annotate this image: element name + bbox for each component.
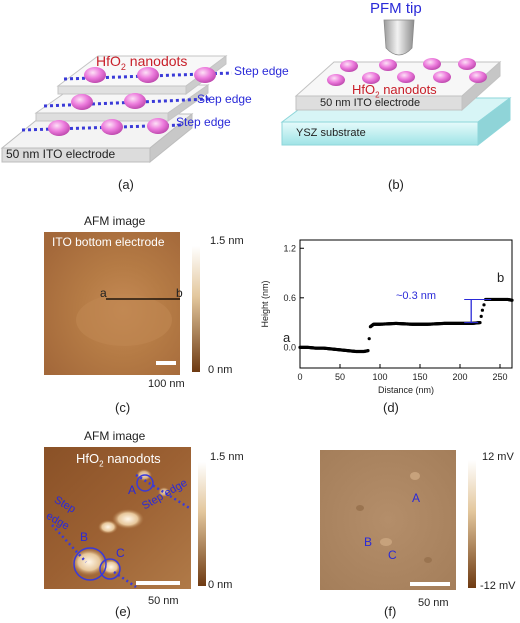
panel-a-schematic — [0, 19, 512, 164]
panel-f-scalebar-label: 50 nm — [418, 597, 449, 609]
panel-c-scalebar-label: 100 nm — [148, 378, 185, 390]
panel-b-substrate-label: YSZ substrate — [296, 127, 366, 139]
panel-e-afm-image — [44, 447, 206, 589]
panel-e-label-c: C — [116, 546, 125, 560]
data-point — [510, 298, 514, 302]
panel-e-label-b: B — [80, 530, 89, 544]
x-tick-label: 150 — [412, 372, 427, 382]
data-point — [367, 337, 371, 341]
data-point — [479, 314, 483, 318]
panel-f-label-c: C — [388, 548, 397, 562]
y-tick-label: 0.0 — [283, 342, 296, 352]
panel-f-caption: (f) — [384, 604, 397, 619]
panel-b-tip-label: PFM tip — [370, 0, 422, 17]
panel-c-afm-image — [44, 232, 200, 375]
x-axis-label: Distance (nm) — [378, 385, 434, 395]
panel-e-scalebar-label: 50 nm — [148, 595, 179, 607]
panel-a-nanodots-label: HfO2 nanodots — [96, 53, 188, 72]
panel-a-step-edge-label-3: Step edge — [176, 115, 231, 129]
panel-a-step-edge-label-2: Step edge — [197, 92, 252, 106]
panel-c-scale-top: 1.5 nm — [210, 235, 244, 247]
panel-c-scale-bottom: 0 nm — [208, 364, 233, 376]
data-point — [482, 303, 486, 307]
y-axis-label: Height (nm) — [260, 280, 270, 327]
data-point — [366, 349, 370, 353]
panel-e-title: AFM image — [84, 429, 146, 443]
plot-frame — [299, 239, 513, 369]
panel-a-step-edge-label-1: Step edge — [234, 64, 289, 78]
panel-e-scale-bottom: 0 nm — [208, 579, 233, 591]
panel-c-overlay: ITO bottom electrode — [52, 235, 165, 249]
x-tick-label: 250 — [492, 372, 507, 382]
data-point — [480, 308, 484, 312]
panel-c-caption: (c) — [115, 400, 131, 415]
panel-c-point-a: a — [100, 286, 107, 300]
panel-e-scale-top: 1.5 nm — [210, 451, 244, 463]
data-point — [478, 320, 482, 325]
panel-e-label-a: A — [128, 483, 137, 497]
panel-d-point-b: b — [497, 270, 505, 285]
x-tick-label: 50 — [335, 372, 345, 382]
panel-e-caption: (e) — [115, 604, 131, 619]
nanodots-a — [48, 67, 216, 136]
y-tick-label: 1.2 — [283, 243, 296, 253]
panel-d-height-profile-chart: 0 50 100 150 200 250 0.0 0.6 1.2 Distance (nm) Hei… — [260, 239, 514, 395]
panel-a-caption: (a) — [118, 177, 134, 192]
panel-b-electrode-label: 50 nm ITO electrode — [320, 97, 421, 109]
panel-f-pfm-image — [320, 450, 476, 590]
panel-f-scale-top: 12 mV — [482, 451, 514, 463]
panel-d-annotation: ~0.3 nm — [396, 290, 437, 302]
panel-d-caption: (d) — [383, 400, 399, 415]
x-tick-label: 200 — [452, 372, 467, 382]
pfm-tip — [383, 19, 415, 56]
panel-d-point-a: a — [283, 330, 291, 345]
panel-b-caption: (b) — [388, 177, 404, 192]
panel-e-overlay: HfO2 nanodots — [76, 451, 161, 469]
x-tick-label: 0 — [297, 372, 302, 382]
panel-b-nanodots-label: HfO2 nanodots — [352, 82, 437, 100]
panel-f-label-b: B — [364, 535, 373, 549]
panel-c-point-b: b — [176, 286, 183, 300]
panel-f-label-a: A — [412, 491, 421, 505]
x-tick-label: 100 — [372, 372, 387, 382]
panel-a-electrode-label: 50 nm ITO electrode — [6, 147, 116, 161]
y-tick-label: 0.6 — [283, 293, 296, 303]
nanodots-b — [327, 58, 487, 86]
panel-f-scale-bottom: -12 mV — [480, 580, 516, 592]
panel-c-title: AFM image — [84, 214, 146, 228]
